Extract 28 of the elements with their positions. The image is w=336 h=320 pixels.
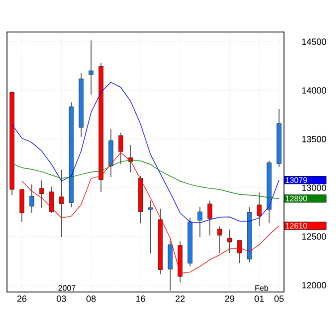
x-tick-label: 26 (17, 296, 26, 302)
candlestick (29, 184, 34, 214)
x-tick-label: 05 (274, 296, 284, 302)
candlestick (197, 206, 202, 238)
y-tick-label: 12000 (302, 282, 326, 288)
candlestick (207, 200, 212, 236)
candlestick (217, 226, 222, 254)
candlestick (58, 169, 64, 238)
candlestick (19, 188, 24, 222)
candlestick (237, 240, 242, 264)
x-tick-label: 29 (225, 296, 234, 302)
candlestick (49, 186, 54, 214)
candlestick (256, 192, 262, 226)
candlestick (148, 200, 153, 254)
y-tick-label: 14000 (302, 87, 326, 94)
x-tick-label: 08 (86, 296, 96, 302)
y-tick-label: 14500 (302, 38, 326, 45)
x-tick-label: 01 (254, 296, 264, 302)
y-tick-label: 13500 (302, 136, 326, 142)
y-tick-label: 13000 (302, 184, 326, 191)
candlestick (227, 229, 232, 254)
y-tick-label: 12500 (302, 233, 326, 240)
line-series (12, 82, 280, 224)
x-tick-label: 22 (176, 296, 185, 302)
x-tick-label: 03 (56, 296, 66, 302)
candlestick (88, 40, 94, 96)
candlestick (39, 180, 44, 208)
x-tick-label: 16 (136, 296, 146, 302)
